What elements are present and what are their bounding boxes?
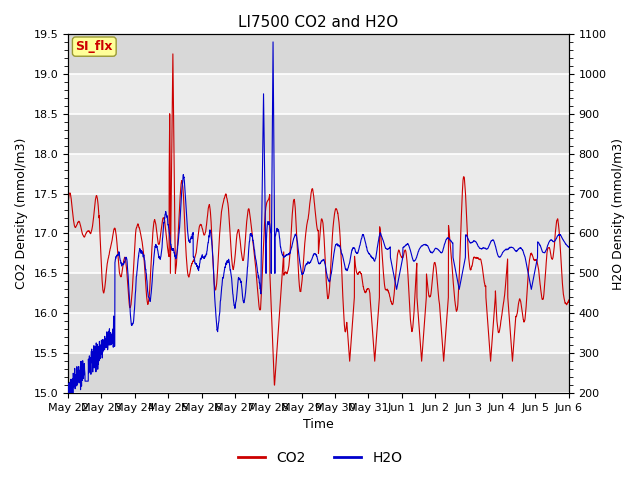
Bar [68,34,569,74]
Bar [68,154,569,193]
X-axis label: Time: Time [303,419,333,432]
Legend: CO2, H2O: CO2, H2O [232,445,408,471]
Bar [68,313,569,353]
Text: SI_flx: SI_flx [76,40,113,53]
Bar [68,114,569,154]
Bar [68,274,569,313]
Bar [68,353,569,393]
Bar [68,193,569,233]
Bar [68,233,569,274]
Y-axis label: H2O Density (mmol/m3): H2O Density (mmol/m3) [612,138,625,289]
Title: LI7500 CO2 and H2O: LI7500 CO2 and H2O [238,15,399,30]
Bar [68,74,569,114]
Y-axis label: CO2 Density (mmol/m3): CO2 Density (mmol/m3) [15,138,28,289]
